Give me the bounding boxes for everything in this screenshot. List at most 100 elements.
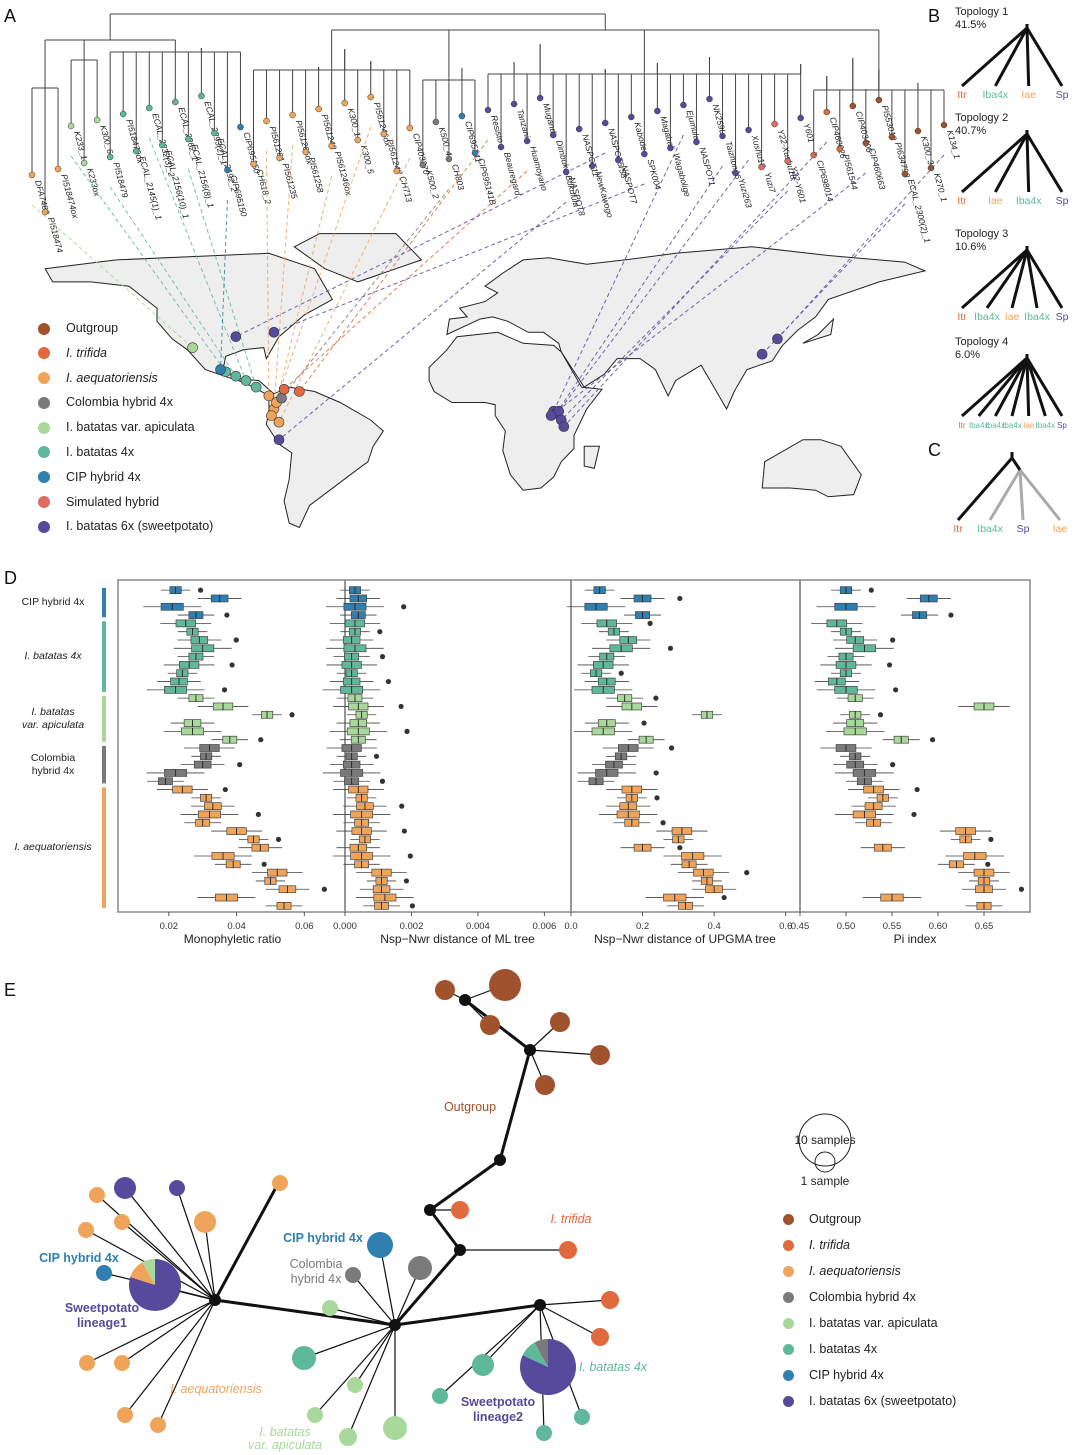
tree-tip-label: Beauregard <box>502 151 523 197</box>
box-outlier <box>744 870 750 876</box>
tree-tip-point <box>250 160 257 168</box>
box-outlier <box>403 878 410 884</box>
tree-tip-label: PI518474 <box>46 216 65 254</box>
net-label-cip-left: CIP hybrid 4x <box>39 1251 119 1265</box>
topology-tip-label: Iba4x <box>982 89 1008 101</box>
topology-percent: 40.7% <box>955 125 987 137</box>
topology-tip-label: Itr <box>958 421 965 430</box>
x-title-upgma-distance: Nsp−Nwr distance of UPGMA tree <box>594 932 776 946</box>
tree-tip-label: NK259L <box>711 103 729 136</box>
box-outlier <box>721 894 727 901</box>
map-sample-point <box>273 434 285 446</box>
panel-label-c: C <box>928 440 941 460</box>
tree-tip-point <box>901 170 909 178</box>
net-label-trifida: I. trifida <box>550 1212 592 1226</box>
network-node <box>459 994 471 1006</box>
haplotype-circle <box>322 1300 338 1316</box>
legend-a-label: I. aequatoriensis <box>66 370 158 385</box>
sweetpotato-lineage1-pie <box>130 1262 155 1285</box>
tree-tip-point <box>940 121 948 129</box>
net-label-outgroup: Outgroup <box>443 1100 497 1114</box>
haplotype-circle <box>114 1214 130 1230</box>
map-sample-point <box>294 386 305 397</box>
axis-tick-label: 0.2 <box>636 921 649 932</box>
haplotype-circle <box>559 1241 577 1259</box>
network-edge <box>314 1324 396 1416</box>
legend-a-label: Colombia hybrid 4x <box>66 395 173 410</box>
legend-dot-icon <box>783 1369 794 1381</box>
network-edge <box>96 1194 216 1301</box>
map-connector-line <box>283 170 528 390</box>
topology-branch <box>1025 133 1031 193</box>
topology-title: Topology 3 10.6% <box>955 228 1008 254</box>
box-outlier <box>1018 886 1025 892</box>
haplotype-circle <box>383 1416 407 1440</box>
legend-dot-icon <box>38 471 50 484</box>
topology-c-branch <box>956 457 1014 521</box>
panel-label-b: B <box>928 6 941 26</box>
tree-tip-point <box>119 110 127 118</box>
network-edge <box>176 1187 216 1301</box>
map-connector-line <box>70 155 227 373</box>
x-title-monophyletic: Monophyletic ratio <box>183 932 282 946</box>
box-outlier <box>373 753 380 759</box>
legend-e-item: I. batatas 6x (sweetpotato) <box>783 1388 956 1414</box>
phylogenetic-tree: DFA7480PI518474PI518474oxK233_1K233oxK30… <box>28 13 962 254</box>
map-sample-point <box>215 364 226 375</box>
haplotype-circle <box>79 1355 95 1371</box>
map-connector-line <box>278 157 411 423</box>
legend-e-label: I. batatas 6x (sweetpotato) <box>809 1394 957 1408</box>
tree-tip-label: CIP695141B <box>476 157 498 206</box>
legend-dot-icon <box>783 1213 794 1225</box>
legend-e-label: I. aequatoriensis <box>809 1264 901 1278</box>
box-group-label: I. batatas var. apiculata <box>8 706 98 732</box>
network-edge <box>347 1324 396 1438</box>
tree-tip-point <box>654 107 661 115</box>
haplotype-circle <box>480 1015 500 1035</box>
network-edge <box>529 1049 601 1056</box>
tree-tip-point <box>771 120 778 128</box>
haplotype-circle <box>601 1291 619 1309</box>
tree-tip-point <box>354 136 361 144</box>
tree-tip-label: K270_1 <box>932 172 949 203</box>
haplotype-circle <box>114 1177 136 1199</box>
topology-name: Topology 4 <box>955 336 1009 348</box>
map-connector-line <box>550 172 867 417</box>
tree-tip-point <box>328 142 335 150</box>
haplotype-circle <box>339 1428 357 1446</box>
tree-tip-label: PI561258 <box>307 156 326 194</box>
legend-a-item: I. trifida <box>38 341 213 366</box>
tree-tip-point <box>745 126 752 134</box>
box-outlier <box>221 687 228 693</box>
tree-tip-point <box>419 161 427 169</box>
network-node <box>424 1204 436 1216</box>
map-connector-line <box>31 204 193 349</box>
legend-a-item: Simulated hybrid <box>38 490 213 515</box>
topology-branch <box>1010 357 1029 417</box>
tree-tip-point <box>380 130 388 138</box>
legend-dot-icon <box>783 1265 794 1277</box>
box-outlier <box>668 745 675 751</box>
map-sample-point <box>756 348 768 360</box>
map-connector-line <box>278 201 567 441</box>
topology-c-branch <box>1018 469 1025 521</box>
haplotype-circle <box>117 1407 133 1423</box>
map-connector-line <box>560 190 789 421</box>
legend-a-label: I. batatas 6x (sweetpotato) <box>66 519 214 534</box>
haplotype-circle <box>535 1075 555 1095</box>
topology-branch <box>985 249 1029 309</box>
network-edge <box>204 1221 216 1301</box>
haplotype-circle <box>489 969 521 1001</box>
box-outlier <box>667 645 674 651</box>
tree-tip-point <box>106 153 114 161</box>
box-outlier <box>404 728 410 734</box>
net-label-aeq: I. aequatoriensis <box>170 1382 262 1396</box>
box-outlier <box>237 762 243 768</box>
map-sample-point <box>240 375 252 386</box>
tree-tip-point <box>315 105 322 113</box>
axis-tick-label: 0.000 <box>333 921 357 932</box>
box-outlier <box>892 687 899 693</box>
map-sample-point <box>772 333 783 345</box>
legend-dot-icon <box>783 1317 794 1329</box>
topology-tip-label: Iba4x <box>1036 421 1056 430</box>
